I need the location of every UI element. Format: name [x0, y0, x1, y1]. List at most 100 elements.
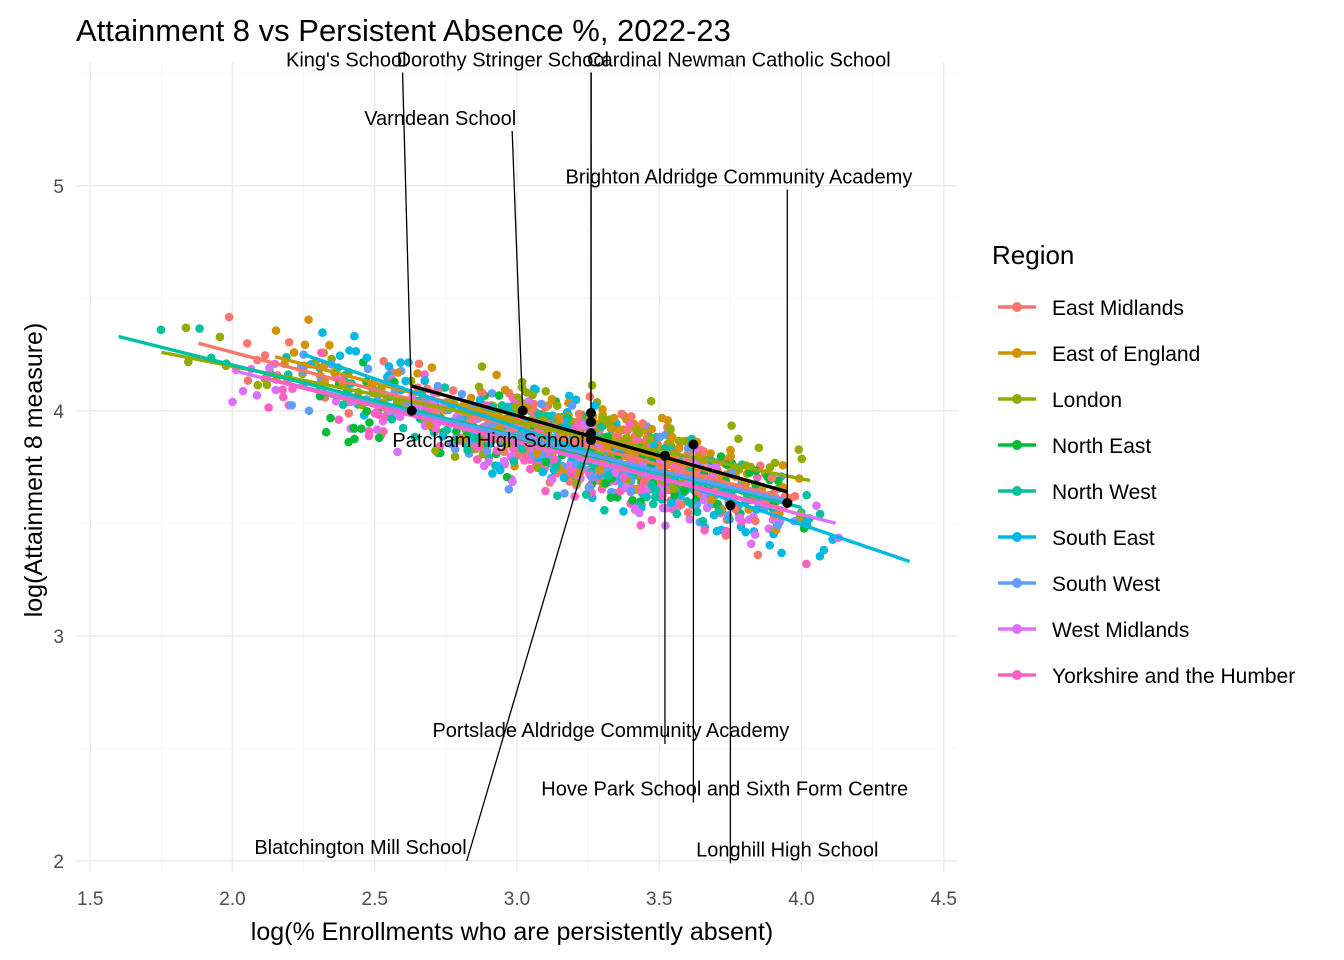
chart-title: Attainment 8 vs Persistent Absence %, 20…	[76, 13, 731, 48]
data-point	[478, 388, 487, 398]
data-point	[482, 446, 492, 456]
data-point	[518, 444, 527, 454]
legend-key-point	[1012, 578, 1022, 588]
data-point	[753, 550, 763, 560]
data-point	[242, 339, 252, 348]
data-point	[238, 386, 248, 396]
data-point	[802, 490, 811, 500]
data-point	[767, 473, 777, 483]
data-point	[754, 443, 764, 453]
data-point	[655, 432, 665, 442]
data-point	[425, 420, 434, 430]
legend-label: London	[1052, 389, 1122, 412]
highlight-label: Brighton Aldridge Community Academy	[566, 167, 913, 189]
data-point	[252, 391, 262, 400]
data-point	[630, 504, 640, 513]
data-point	[726, 452, 735, 461]
data-point	[716, 452, 726, 461]
data-point	[707, 495, 716, 505]
data-point	[567, 401, 577, 410]
highlight-label: Cardinal Newman Catholic School	[587, 50, 890, 72]
data-point	[552, 401, 562, 411]
highlight-label: Dorothy Stringer School	[397, 50, 609, 72]
data-point	[721, 526, 731, 536]
data-point	[658, 503, 668, 513]
data-point	[751, 516, 760, 526]
highlight-trend-line	[411, 384, 788, 494]
data-point	[537, 399, 546, 409]
data-point	[433, 381, 443, 391]
data-point	[741, 527, 751, 537]
data-point	[674, 443, 684, 453]
data-point	[627, 412, 636, 421]
data-point	[778, 460, 788, 470]
data-point	[525, 464, 535, 474]
data-point	[663, 416, 673, 425]
data-point	[646, 396, 656, 406]
data-point	[650, 492, 660, 502]
data-point	[349, 424, 359, 433]
data-point	[773, 520, 783, 530]
data-point	[746, 539, 756, 549]
x-tick-label: 3.0	[504, 889, 530, 910]
data-point	[387, 415, 397, 424]
data-point	[440, 383, 450, 392]
data-point	[430, 406, 440, 416]
data-point	[559, 473, 569, 483]
data-point	[587, 381, 597, 390]
data-point	[284, 338, 294, 347]
data-point	[228, 397, 237, 407]
data-point	[815, 509, 825, 519]
data-point	[598, 404, 607, 414]
data-point	[372, 425, 382, 434]
trend-line	[197, 341, 780, 498]
data-point	[362, 407, 371, 416]
data-point	[370, 408, 380, 418]
data-point	[706, 449, 715, 458]
data-point	[224, 312, 234, 322]
data-point	[674, 436, 684, 446]
data-point	[497, 401, 507, 410]
data-point	[797, 454, 807, 464]
data-point	[195, 324, 204, 333]
data-point	[794, 445, 804, 454]
data-point	[243, 376, 253, 385]
y-tick-label: 3	[53, 627, 64, 648]
data-point	[692, 507, 702, 517]
data-point	[551, 462, 561, 471]
data-point	[532, 448, 542, 458]
data-point	[699, 447, 708, 456]
data-point	[549, 454, 559, 464]
legend-key-point	[1012, 348, 1022, 358]
data-point	[636, 521, 646, 530]
data-point	[271, 326, 281, 335]
data-point	[466, 393, 476, 403]
highlight-label: Hove Park School and Sixth Form Centre	[541, 779, 908, 801]
data-point	[560, 489, 569, 498]
trend-line	[260, 375, 788, 512]
data-point	[156, 325, 166, 335]
data-point	[499, 447, 509, 457]
data-point	[215, 332, 225, 342]
data-point	[564, 391, 574, 401]
data-point	[181, 323, 191, 333]
data-point	[331, 397, 341, 406]
data-point	[637, 485, 646, 495]
data-point	[666, 425, 675, 435]
data-point	[585, 392, 595, 401]
data-point	[633, 435, 642, 445]
data-point	[628, 495, 637, 505]
data-point	[547, 474, 557, 484]
data-point	[321, 427, 331, 437]
data-point	[581, 490, 591, 499]
data-point	[334, 415, 344, 425]
legend-label: North West	[1052, 481, 1157, 504]
data-point	[472, 433, 481, 443]
data-point	[420, 376, 430, 385]
data-point	[271, 385, 281, 395]
data-point	[477, 362, 487, 371]
data-point	[596, 465, 605, 474]
data-point	[765, 540, 775, 550]
